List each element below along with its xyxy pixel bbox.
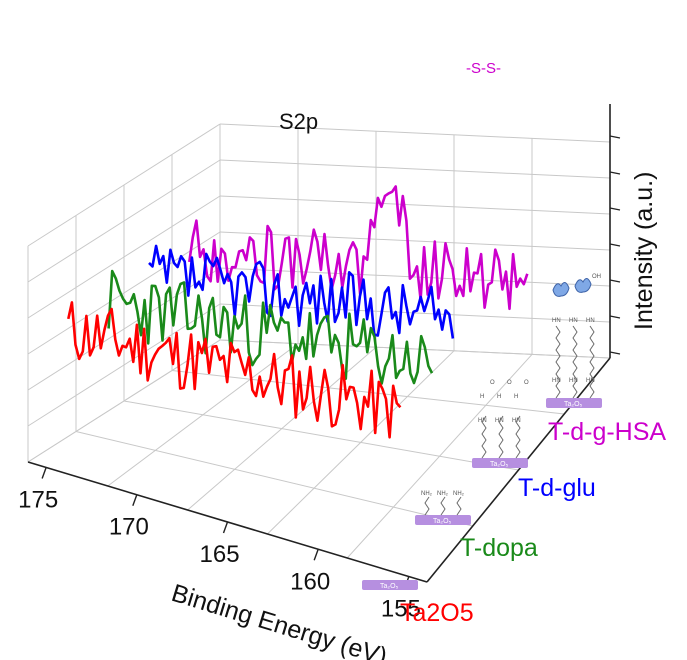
side-grid-hline	[27, 159, 221, 283]
substrate-label: Ta₂O₅	[380, 583, 399, 590]
back-grid-hline	[219, 159, 611, 179]
molecule-chain	[589, 325, 595, 399]
z-tick-mark	[609, 135, 621, 139]
molecule-atom-label: HN	[478, 418, 487, 424]
series-layer	[67, 185, 529, 439]
inset-text: S2p	[279, 109, 318, 134]
molecule-chain	[456, 496, 462, 516]
x-tick-mark	[313, 549, 319, 561]
molecule-atom-label: O	[490, 380, 495, 386]
x-tick-mark	[41, 467, 47, 479]
back-grid-hline	[219, 267, 611, 287]
molecule-atom-label: HN	[512, 418, 521, 424]
substrate-label: Ta₂O₅	[490, 461, 509, 468]
molecule-chain	[498, 415, 504, 459]
floor-grid-line	[171, 370, 565, 415]
molecule-atom-label: H	[480, 394, 484, 400]
x-tick-label: 155	[381, 596, 421, 623]
x-axis-ticks: 175 170 165 160 155	[18, 467, 421, 623]
z-tick-mark	[609, 351, 621, 355]
ta2o5-substrate	[415, 515, 471, 525]
floor-grid-line	[123, 400, 519, 471]
molecule-atom-label: HN	[495, 418, 504, 424]
molecule-chain	[515, 415, 521, 459]
molecule-chain	[424, 496, 430, 516]
molecule-atom-label: HN	[586, 378, 595, 384]
back-grid-hline	[219, 231, 611, 251]
molecule-atom-label: HN	[586, 318, 595, 324]
molecule-atom-label: O	[507, 380, 512, 386]
ta2o5-substrate	[362, 580, 418, 590]
molecule-atom-label: NH₂	[453, 491, 465, 497]
molecule-chain	[481, 415, 487, 459]
hsa-protein-icon	[574, 278, 592, 293]
x-tick-label: 175	[18, 486, 58, 513]
ta2o5-substrate	[546, 398, 602, 408]
side-grid-hline	[27, 231, 221, 355]
z-axis-ticks	[609, 135, 621, 355]
back-grid-hline	[219, 303, 611, 323]
substrate-label: Ta₂O₅	[564, 401, 583, 408]
x-axis-label: Binding Energy (eV)	[168, 579, 390, 660]
molecule-atom-label: NH₂	[421, 491, 433, 497]
back-grid-hline	[219, 123, 611, 143]
molecule-atom-label: NH₂	[437, 491, 449, 497]
z-tick-mark	[609, 243, 621, 247]
molecule-atom-label: HN	[552, 378, 561, 384]
x-tick-label: 160	[290, 568, 330, 595]
z-tick-mark	[609, 279, 621, 283]
x-tick-mark	[132, 494, 138, 506]
molecule-atom-label: HN	[569, 318, 578, 324]
molecule-chain	[572, 325, 578, 399]
molecule-chain	[555, 325, 561, 399]
molecule-atom-label: HN	[552, 318, 561, 324]
x-tick-label: 170	[109, 514, 149, 541]
x-tick-mark	[222, 521, 229, 534]
side-grid-hline	[27, 123, 221, 247]
molecule-chain	[440, 496, 446, 516]
series-label-t-d-g-hsa: T-d-g-HSA	[548, 418, 666, 446]
x-tick-label: 165	[200, 541, 240, 568]
series-label-t-d-glu: T-d-glu	[518, 474, 596, 502]
ta2o5-substrate	[472, 458, 528, 468]
molecule-schematics: Ta₂O₅ Ta₂O₅ NH₂ NH₂ NH₂ Ta₂O₅ HN H O HN H O HN H O Ta₂O…	[362, 274, 602, 590]
series-label-ta2o5: Ta2O5	[400, 599, 474, 627]
series-line-t-dopa	[107, 269, 434, 385]
series-line-ta2o5	[67, 301, 402, 439]
molecule-atom-label: HN	[569, 378, 578, 384]
z-tick-mark	[609, 207, 621, 211]
floor-grid-line	[219, 339, 611, 359]
z-tick-mark	[609, 171, 621, 175]
molecule-atom-label: H	[514, 394, 518, 400]
y-axis-line	[426, 357, 611, 583]
molecule-atom-label: O	[524, 380, 529, 386]
hsa-protein-icon	[552, 282, 570, 297]
substrate-label: Ta₂O₅	[433, 518, 452, 525]
side-wall-grid	[27, 123, 221, 463]
series-line-t-d-g-hsa	[188, 185, 529, 311]
back-grid-hline	[219, 195, 611, 215]
side-grid-hline	[27, 195, 221, 319]
z-axis-label: Intensity (a.u.)	[630, 172, 658, 330]
molecule-atom-label: OH	[592, 274, 601, 280]
molecule-atom-label: H	[497, 394, 501, 400]
peak-annotation: -S-S-	[466, 60, 501, 77]
series-label-t-dopa: T-dopa	[460, 534, 538, 562]
z-tick-mark	[609, 315, 621, 319]
floor-grid-line	[75, 431, 473, 527]
series-line-t-d-glu	[148, 244, 455, 339]
